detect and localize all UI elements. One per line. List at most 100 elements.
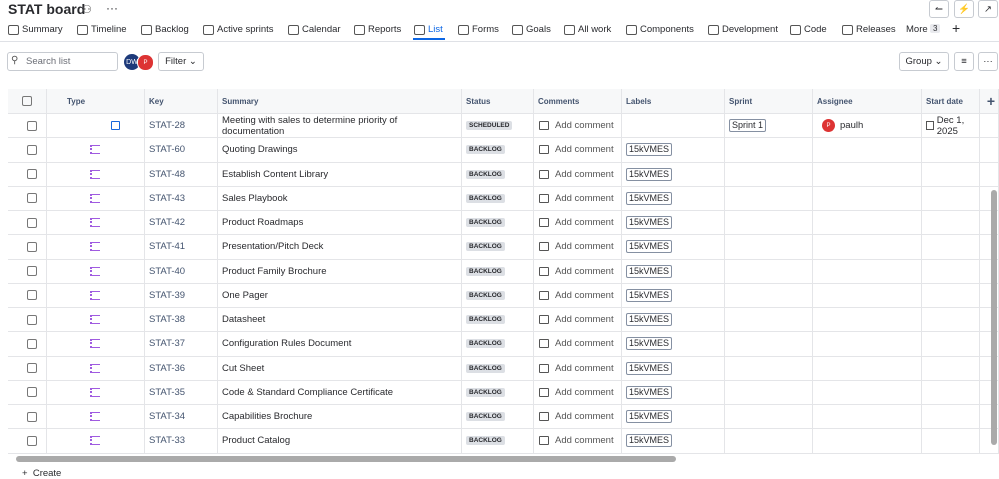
status-lozenge[interactable]: BACKLOG xyxy=(466,290,505,300)
checkbox[interactable] xyxy=(27,363,37,374)
status-lozenge[interactable]: BACKLOG xyxy=(466,218,505,228)
search-input[interactable]: Search list xyxy=(7,52,118,71)
issue-key[interactable]: STAT-35 xyxy=(149,386,186,398)
summary[interactable]: Configuration Rules Document xyxy=(222,338,352,350)
checkbox[interactable] xyxy=(27,193,37,204)
status-lozenge[interactable]: BACKLOG xyxy=(466,242,505,252)
tab[interactable]: Backlog xyxy=(155,24,189,35)
status-lozenge[interactable]: BACKLOG xyxy=(466,387,505,397)
assignee[interactable]: paulh xyxy=(840,120,864,132)
group-button[interactable]: Group ⌄ xyxy=(899,52,949,71)
share-button[interactable]: ↼ xyxy=(929,0,949,18)
summary[interactable]: Quoting Drawings xyxy=(222,144,298,156)
label[interactable]: 15kVMES xyxy=(626,264,673,278)
summary[interactable]: Establish Content Library xyxy=(222,168,329,180)
add-comment[interactable]: Add comment xyxy=(555,192,614,204)
checkbox[interactable] xyxy=(27,387,37,398)
label[interactable]: 15kVMES xyxy=(626,288,673,302)
add-comment[interactable]: Add comment xyxy=(555,144,614,156)
add-comment[interactable]: Add comment xyxy=(555,217,614,229)
view-settings[interactable]: ≡ xyxy=(954,52,974,71)
summary[interactable]: Code & Standard Compliance Certificate xyxy=(222,386,394,398)
summary[interactable]: Cut Sheet xyxy=(222,362,265,374)
status-lozenge[interactable]: BACKLOG xyxy=(466,339,505,349)
summary[interactable]: Product Family Brochure xyxy=(222,265,327,277)
issue-key[interactable]: STAT-33 xyxy=(149,435,186,447)
add-comment[interactable]: Add comment xyxy=(555,265,614,277)
tab[interactable]: Timeline xyxy=(91,24,127,35)
checkbox[interactable] xyxy=(27,314,37,325)
issue-key[interactable]: STAT-41 xyxy=(149,241,186,253)
tab[interactable]: Forms xyxy=(472,24,499,35)
avatar[interactable]: DW xyxy=(124,54,140,70)
status-lozenge[interactable]: BACKLOG xyxy=(466,145,505,155)
label[interactable]: 15kVMES xyxy=(626,167,673,181)
avatar[interactable]: P xyxy=(137,54,154,71)
issue-key[interactable]: STAT-37 xyxy=(149,338,186,350)
checkbox[interactable] xyxy=(27,411,37,422)
status-lozenge[interactable]: BACKLOG xyxy=(466,363,505,373)
add-comment[interactable]: Add comment xyxy=(555,168,614,180)
label[interactable]: 15kVMES xyxy=(626,434,673,448)
label[interactable]: 15kVMES xyxy=(626,361,673,375)
create-button[interactable]: + Create xyxy=(22,468,62,479)
status-lozenge[interactable]: BACKLOG xyxy=(466,193,505,203)
summary[interactable]: Datasheet xyxy=(222,314,266,326)
add-comment[interactable]: Add comment xyxy=(555,386,614,398)
checkbox[interactable] xyxy=(27,266,37,277)
issue-key[interactable]: STAT-43 xyxy=(149,192,186,204)
checkbox[interactable] xyxy=(27,144,37,155)
issue-key[interactable]: STAT-28 xyxy=(149,120,186,132)
checkbox[interactable] xyxy=(27,241,37,252)
sprint[interactable]: Sprint 1 xyxy=(729,119,767,133)
add-comment[interactable]: Add comment xyxy=(555,120,614,132)
tab[interactable]: List xyxy=(428,24,443,35)
tab[interactable]: Development xyxy=(722,24,778,35)
label[interactable]: 15kVMES xyxy=(626,385,673,399)
label[interactable]: 15kVMES xyxy=(626,240,673,254)
issue-key[interactable]: STAT-40 xyxy=(149,265,186,277)
checkbox[interactable] xyxy=(27,169,37,180)
label[interactable]: 15kVMES xyxy=(626,143,673,157)
label[interactable]: 15kVMES xyxy=(626,337,673,351)
tab[interactable]: Releases xyxy=(856,24,896,35)
add-comment[interactable]: Add comment xyxy=(555,338,614,350)
issue-key[interactable]: STAT-34 xyxy=(149,411,186,423)
add-tab[interactable]: + xyxy=(952,20,961,36)
checkbox[interactable] xyxy=(22,96,32,106)
tab[interactable]: Goals xyxy=(526,24,551,35)
issue-key[interactable]: STAT-39 xyxy=(149,289,186,301)
summary[interactable]: Presentation/Pitch Deck xyxy=(222,241,324,253)
tab[interactable]: Summary xyxy=(22,24,63,35)
status-lozenge[interactable]: SCHEDULED xyxy=(466,121,513,131)
add-comment[interactable]: Add comment xyxy=(555,289,614,301)
status-lozenge[interactable]: BACKLOG xyxy=(466,266,505,276)
add-comment[interactable]: Add comment xyxy=(555,362,614,374)
issue-key[interactable]: STAT-36 xyxy=(149,362,186,374)
label[interactable]: 15kVMES xyxy=(626,191,673,205)
tab[interactable]: Reports xyxy=(368,24,402,35)
add-column[interactable]: + xyxy=(980,89,999,114)
issue-key[interactable]: STAT-42 xyxy=(149,217,186,229)
summary[interactable]: Product Roadmaps xyxy=(222,217,304,229)
summary[interactable]: Meeting with sales to determine priority… xyxy=(222,114,398,137)
add-comment[interactable]: Add comment xyxy=(555,435,614,447)
more-actions[interactable]: ··· xyxy=(106,1,118,15)
tab[interactable]: Calendar xyxy=(302,24,341,35)
add-comment[interactable]: Add comment xyxy=(555,314,614,326)
filter-button[interactable]: Filter ⌄ xyxy=(158,52,204,71)
summary[interactable]: Capabilities Brochure xyxy=(222,411,313,423)
label[interactable]: 15kVMES xyxy=(626,410,673,424)
status-lozenge[interactable]: BACKLOG xyxy=(466,412,505,422)
more-tab[interactable]: More xyxy=(906,24,928,35)
issue-key[interactable]: STAT-48 xyxy=(149,168,186,180)
checkbox[interactable] xyxy=(27,120,37,131)
label[interactable]: 15kVMES xyxy=(626,216,673,230)
checkbox[interactable] xyxy=(27,290,37,301)
team-icon[interactable]: ⚇ xyxy=(82,4,92,16)
tab[interactable]: Components xyxy=(640,24,694,35)
summary[interactable]: Sales Playbook xyxy=(222,192,288,204)
summary[interactable]: Product Catalog xyxy=(222,435,291,447)
add-comment[interactable]: Add comment xyxy=(555,411,614,423)
tab[interactable]: All work xyxy=(578,24,612,35)
